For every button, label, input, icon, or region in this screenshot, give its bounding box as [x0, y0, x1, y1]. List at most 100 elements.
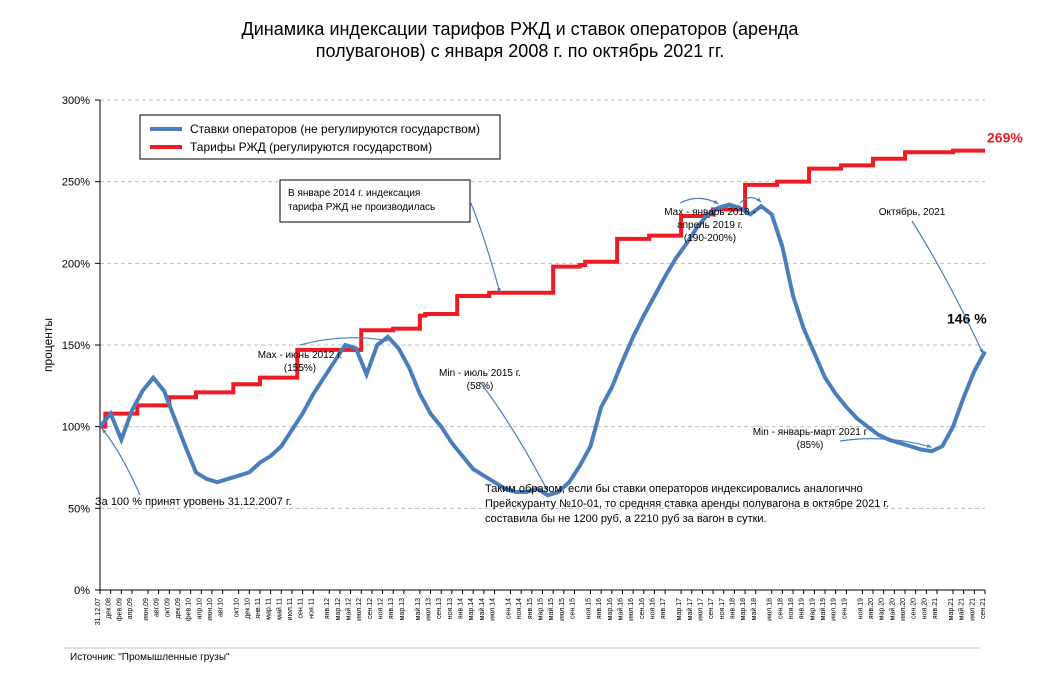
svg-text:50%: 50% [68, 503, 90, 515]
legend-item-rzhd: Тарифы РЖД (регулируются государством) [190, 140, 432, 154]
svg-text:мар.13: мар.13 [399, 598, 406, 620]
svg-text:окт.10: окт.10 [234, 598, 241, 617]
svg-text:янв.20: янв.20 [868, 598, 875, 619]
svg-text:июн.09: июн.09 [143, 598, 150, 621]
svg-text:200%: 200% [62, 258, 90, 270]
svg-text:сен.11: сен.11 [298, 598, 305, 619]
y-axis-label: проценты [41, 318, 55, 372]
svg-text:мар.19: мар.19 [809, 598, 816, 620]
svg-text:сен.13: сен.13 [436, 598, 443, 619]
svg-text:Таким образом, если бы ставки: Таким образом, если бы ставки операторов… [485, 483, 863, 495]
svg-text:июл.21: июл.21 [969, 598, 976, 621]
svg-text:мар.17: мар.17 [676, 598, 683, 620]
svg-text:ноя.17: ноя.17 [719, 598, 726, 619]
svg-text:ноя.12: ноя.12 [378, 598, 385, 619]
svg-text:мар.12: мар.12 [335, 598, 342, 620]
svg-text:ноя.14: ноя.14 [516, 598, 523, 619]
svg-text:сен.12: сен.12 [367, 598, 374, 619]
svg-text:дек.09: дек.09 [175, 598, 182, 619]
svg-text:авг.09: авг.09 [154, 598, 161, 617]
red-end-label: 269% [987, 130, 1023, 146]
svg-text:ноя.13: ноя.13 [447, 598, 454, 619]
svg-text:ноя.18: ноя.18 [788, 598, 795, 619]
svg-text:составила бы не 1200 руб, а 22: составила бы не 1200 руб, а 2210 руб за … [485, 513, 767, 525]
svg-text:ноя.11: ноя.11 [308, 598, 315, 619]
tariff-dynamics-chart: Динамика индексации тарифов РЖД и ставок… [0, 0, 1040, 674]
svg-text:июл.11: июл.11 [287, 598, 294, 620]
svg-text:(85%): (85%) [797, 440, 824, 451]
svg-text:250%: 250% [62, 177, 90, 189]
svg-text:май.11: май.11 [275, 598, 283, 620]
callout-oct-2021: Октябрь, 2021 [879, 206, 946, 218]
svg-text:300%: 300% [62, 95, 90, 107]
svg-text:мар.15: мар.15 [538, 598, 545, 620]
svg-text:сен.17: сен.17 [708, 598, 715, 619]
chart-title-line1: Динамика индексации тарифов РЖД и ставок… [242, 19, 800, 39]
svg-text:ноя.19: ноя.19 [857, 598, 864, 619]
legend: Ставки операторов (не регулируются госуд… [140, 115, 500, 159]
svg-text:янв.19: янв.19 [799, 598, 806, 619]
svg-text:Прейскуранту №10-01, то средня: Прейскуранту №10-01, то средняя ставка а… [485, 498, 889, 510]
svg-text:янв.16: янв.16 [596, 598, 603, 619]
svg-text:Min - январь-март 2021 г: Min - январь-март 2021 г [753, 427, 868, 438]
svg-text:(190-200%): (190-200%) [684, 233, 736, 244]
svg-text:Max - январь 2018 -: Max - январь 2018 - [664, 207, 755, 218]
svg-text:июл.20: июл.20 [900, 598, 907, 621]
svg-text:ноя.15: ноя.15 [585, 598, 592, 619]
svg-text:янв.11: янв.11 [255, 598, 262, 619]
chart-title-line2: полувагонов) с января 2008 г. по октябрь… [316, 41, 724, 61]
svg-text:100%: 100% [62, 422, 90, 434]
svg-text:май.12: май.12 [345, 598, 353, 620]
svg-text:мар.16: мар.16 [607, 598, 614, 620]
svg-text:дек.08: дек.08 [106, 598, 113, 619]
svg-text:(155%): (155%) [284, 363, 316, 374]
svg-text:июл.18: июл.18 [767, 598, 774, 621]
svg-text:мар.14: мар.14 [468, 598, 475, 620]
svg-text:сен.20: сен.20 [911, 598, 918, 619]
svg-text:мар.11: мар.11 [266, 598, 273, 620]
baseline-note: За 100 % принят уровень 31.12.2007 г. [95, 496, 292, 508]
svg-text:мар.20: мар.20 [879, 598, 886, 620]
svg-text:апр.09: апр.09 [127, 598, 134, 619]
svg-text:сен.18: сен.18 [777, 598, 784, 619]
svg-text:сен.16: сен.16 [639, 598, 646, 619]
svg-text:май.19: май.19 [819, 598, 827, 620]
svg-text:июл.16: июл.16 [628, 598, 635, 621]
svg-text:июл.17: июл.17 [697, 598, 704, 621]
svg-text:янв.21: янв.21 [932, 598, 939, 619]
svg-text:май.18: май.18 [750, 598, 758, 620]
svg-text:сен.19: сен.19 [841, 598, 848, 619]
svg-text:янв.15: янв.15 [527, 598, 534, 619]
svg-text:Min - июль 2015 г.: Min - июль 2015 г. [439, 368, 521, 379]
svg-text:сен.15: сен.15 [569, 598, 576, 619]
svg-text:мар.18: мар.18 [740, 598, 747, 620]
svg-text:150%: 150% [62, 340, 90, 352]
svg-text:май.16: май.16 [616, 598, 624, 620]
source-label: Источник: "Промышленные грузы" [70, 652, 230, 663]
svg-text:мар.21: мар.21 [948, 598, 955, 620]
svg-text:В январе 2014 г. индексация: В январе 2014 г. индексация [288, 188, 420, 199]
svg-text:тарифа РЖД не производилась: тарифа РЖД не производилась [288, 201, 435, 213]
callout-2014-no-indexation: В январе 2014 г. индексация тарифа РЖД не… [280, 180, 470, 222]
svg-text:фев.10: фев.10 [186, 598, 193, 621]
plot-area: 0%50%100%150%200%250%300% проценты 31.12… [41, 95, 987, 625]
svg-text:июл.15: июл.15 [559, 598, 566, 621]
svg-text:янв.13: янв.13 [388, 598, 395, 619]
svg-text:дек.10: дек.10 [244, 598, 251, 619]
svg-text:ноя.16: ноя.16 [649, 598, 656, 619]
svg-text:июл.12: июл.12 [356, 598, 363, 621]
svg-text:янв.12: янв.12 [324, 598, 331, 619]
svg-text:июл.13: июл.13 [426, 598, 433, 621]
svg-text:янв.18: янв.18 [729, 598, 736, 619]
svg-text:окт.09: окт.09 [164, 598, 171, 617]
svg-text:янв.14: янв.14 [458, 598, 465, 619]
svg-text:июл.14: июл.14 [490, 598, 497, 621]
svg-text:ноя.20: ноя.20 [921, 598, 928, 619]
svg-text:31.12.07: 31.12.07 [95, 598, 102, 625]
svg-text:апр.10: апр.10 [196, 598, 203, 619]
svg-text:сен.21: сен.21 [980, 598, 987, 619]
svg-text:май.14: май.14 [478, 598, 486, 620]
svg-text:Октябрь, 2021: Октябрь, 2021 [879, 206, 946, 218]
svg-text:июн.10: июн.10 [207, 598, 214, 621]
svg-text:апрель 2019 г.: апрель 2019 г. [677, 220, 743, 231]
